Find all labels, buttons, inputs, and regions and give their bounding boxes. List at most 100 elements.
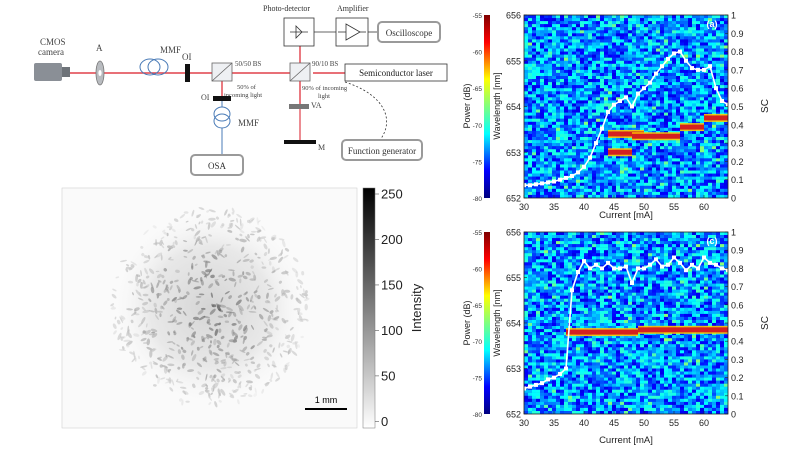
noise-cell — [668, 182, 673, 187]
noise-cell — [588, 353, 593, 357]
noise-cell — [572, 127, 577, 132]
noise-cell — [596, 15, 601, 19]
noise-cell — [564, 301, 569, 306]
noise-cell — [652, 164, 657, 168]
noise-cell — [580, 176, 585, 180]
noise-cell — [564, 262, 569, 266]
noise-cell — [712, 54, 717, 58]
noise-cell — [680, 51, 685, 55]
sc-point — [600, 126, 604, 131]
speckle-grain — [163, 300, 168, 306]
sc-point — [684, 58, 688, 63]
noise-cell — [580, 54, 585, 58]
noise-cell — [636, 72, 641, 77]
oi-top-label: OI — [182, 52, 192, 62]
noise-cell — [644, 140, 649, 144]
speckle-grain — [304, 303, 308, 311]
noise-cell — [688, 15, 693, 19]
noise-cell — [592, 30, 597, 34]
noise-cell — [724, 100, 728, 104]
speckle-grain — [197, 309, 204, 315]
noise-cell — [588, 106, 593, 110]
noise-cell — [560, 295, 565, 299]
speckle-grain — [211, 254, 218, 260]
noise-cell — [540, 127, 545, 132]
noise-cell — [544, 271, 549, 275]
noise-cell — [704, 106, 709, 110]
noise-cell — [524, 404, 529, 409]
speckle-grain — [198, 293, 205, 296]
noise-cell — [652, 21, 657, 25]
speckle-grain — [126, 308, 133, 311]
noise-cell — [568, 152, 573, 156]
speckle-grain — [235, 237, 239, 241]
speckle-grain — [218, 253, 225, 258]
noise-cell — [600, 15, 605, 19]
noise-cell — [636, 115, 641, 119]
noise-cell — [532, 241, 537, 245]
noise-cell — [624, 179, 629, 183]
noise-cell — [544, 66, 549, 71]
noise-cell — [560, 130, 565, 135]
noise-cell — [684, 152, 689, 156]
function-generator-box — [341, 139, 423, 161]
noise-cell — [676, 33, 681, 37]
noise-cell — [632, 15, 637, 19]
noise-cell — [632, 124, 637, 129]
noise-cell — [532, 115, 537, 119]
noise-cell — [572, 42, 577, 46]
noise-cell — [632, 66, 637, 71]
noise-cell — [704, 188, 709, 193]
noise-cell — [600, 170, 605, 174]
speckle-grain — [162, 365, 168, 369]
speckle-grain — [187, 278, 192, 285]
noise-cell — [544, 33, 549, 37]
beam-splitter-90-10 — [289, 62, 311, 82]
noise-cell — [536, 66, 541, 71]
noise-cell — [560, 344, 565, 348]
noise-cell — [672, 158, 677, 162]
noise-cell — [652, 106, 657, 110]
noise-cell — [636, 194, 641, 198]
noise-cell — [568, 292, 573, 296]
noise-cell — [536, 109, 541, 113]
noise-cell — [552, 365, 557, 369]
noise-cell — [552, 241, 557, 245]
noise-cell — [564, 146, 569, 150]
noise-cell — [564, 256, 569, 260]
noise-cell — [580, 374, 585, 378]
noise-cell — [568, 283, 573, 287]
noise-cell — [660, 66, 665, 71]
noise-cell — [572, 247, 577, 251]
noise-cell — [552, 30, 557, 34]
speckle-grain — [131, 357, 136, 363]
noise-cell — [560, 377, 565, 381]
noise-cell — [628, 100, 633, 104]
noise-cell — [684, 24, 689, 28]
noise-cell — [672, 182, 677, 187]
speckle-grain — [118, 349, 127, 351]
noise-cell — [532, 292, 537, 296]
noise-cell — [572, 256, 577, 260]
noise-cell — [596, 173, 601, 177]
noise-cell — [564, 323, 569, 327]
noise-cell — [568, 42, 573, 46]
noise-cell — [620, 140, 625, 144]
noise-cell — [596, 143, 601, 147]
noise-cell — [700, 185, 705, 190]
speckle-grain — [148, 268, 155, 275]
noise-cell — [704, 72, 709, 77]
noise-cell — [696, 85, 701, 89]
speckle-grain — [205, 222, 210, 225]
noise-cell — [604, 63, 609, 68]
noise-cell — [692, 173, 697, 177]
noise-cell — [612, 124, 617, 129]
noise-cell — [696, 79, 701, 83]
noise-cell — [560, 404, 565, 409]
noise-cell — [548, 383, 553, 387]
noise-cell — [544, 253, 549, 257]
noise-cell — [656, 158, 661, 162]
noise-cell — [572, 232, 577, 236]
noise-cell — [700, 140, 705, 144]
sc-point — [696, 67, 700, 72]
